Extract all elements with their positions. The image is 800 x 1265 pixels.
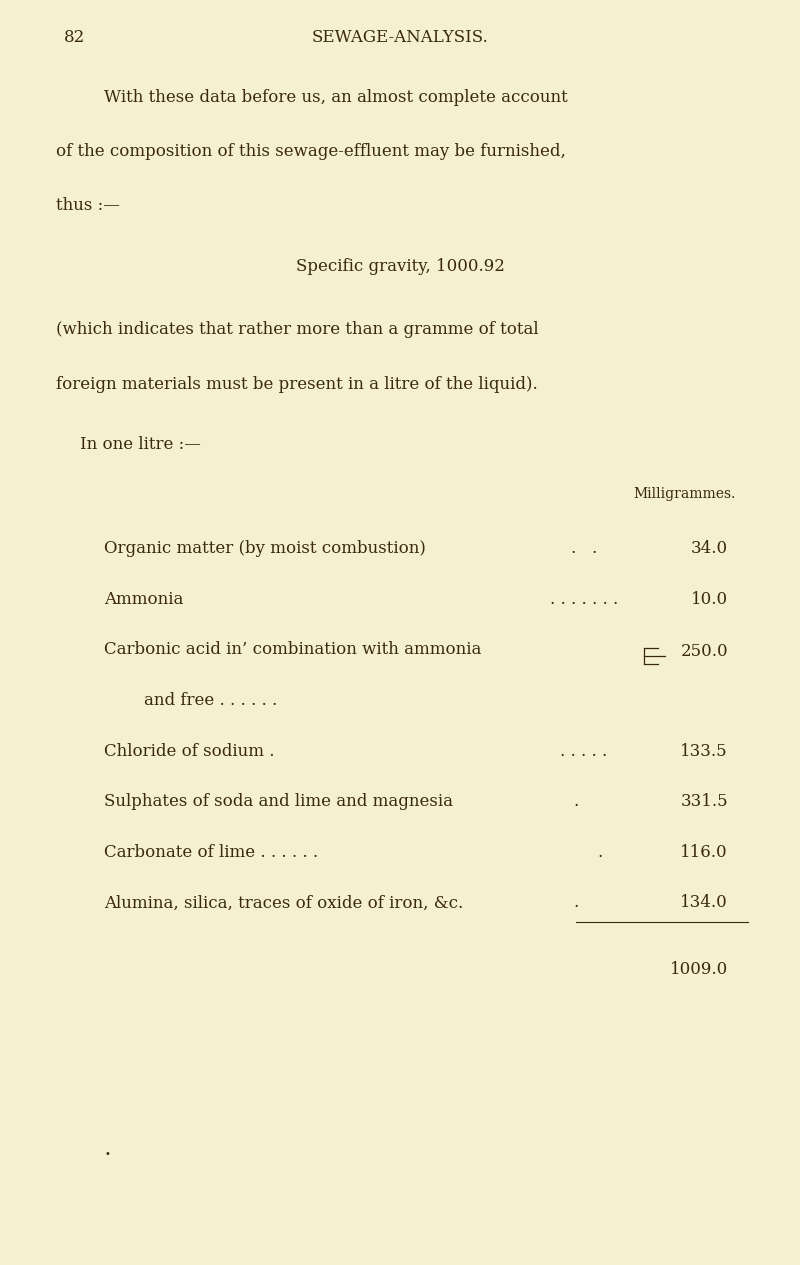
Text: Ammonia: Ammonia — [104, 591, 183, 607]
Text: 1009.0: 1009.0 — [670, 961, 728, 978]
Text: .: . — [574, 793, 578, 810]
Text: . . . . . . .: . . . . . . . — [550, 591, 618, 607]
Text: In one litre :—: In one litre :— — [80, 436, 201, 453]
Text: Carbonic acid in’ combination with ammonia: Carbonic acid in’ combination with ammon… — [104, 641, 482, 658]
Text: 134.0: 134.0 — [680, 894, 728, 911]
Text: .   .: . . — [571, 540, 597, 557]
Text: 133.5: 133.5 — [680, 743, 728, 759]
Text: 116.0: 116.0 — [680, 844, 728, 860]
Text: thus :—: thus :— — [56, 197, 120, 214]
Text: of the composition of this sewage-effluent may be furnished,: of the composition of this sewage-efflue… — [56, 143, 566, 159]
Text: (which indicates that rather more than a gramme of total: (which indicates that rather more than a… — [56, 321, 538, 338]
Text: . . . . .: . . . . . — [560, 743, 608, 759]
Text: SEWAGE-ANALYSIS.: SEWAGE-ANALYSIS. — [312, 29, 488, 46]
Text: .: . — [574, 894, 578, 911]
Text: Organic matter (by moist combustion): Organic matter (by moist combustion) — [104, 540, 426, 557]
Text: and free . . . . . .: and free . . . . . . — [144, 692, 278, 708]
Text: Sulphates of soda and lime and magnesia: Sulphates of soda and lime and magnesia — [104, 793, 453, 810]
Text: 10.0: 10.0 — [691, 591, 728, 607]
Text: foreign materials must be present in a litre of the liquid).: foreign materials must be present in a l… — [56, 376, 538, 392]
Text: With these data before us, an almost complete account: With these data before us, an almost com… — [104, 89, 568, 105]
Text: Carbonate of lime . . . . . .: Carbonate of lime . . . . . . — [104, 844, 318, 860]
Text: 34.0: 34.0 — [691, 540, 728, 557]
Text: Chloride of sodium .: Chloride of sodium . — [104, 743, 274, 759]
Text: 82: 82 — [64, 29, 86, 46]
Text: Specific gravity, 1000.92: Specific gravity, 1000.92 — [295, 258, 505, 275]
Text: 331.5: 331.5 — [680, 793, 728, 810]
Text: 250.0: 250.0 — [680, 644, 728, 660]
Text: •: • — [104, 1150, 110, 1160]
Text: .: . — [598, 844, 602, 860]
Text: Alumina, silica, traces of oxide of iron, &c.: Alumina, silica, traces of oxide of iron… — [104, 894, 463, 911]
Text: Milligrammes.: Milligrammes. — [634, 487, 736, 501]
